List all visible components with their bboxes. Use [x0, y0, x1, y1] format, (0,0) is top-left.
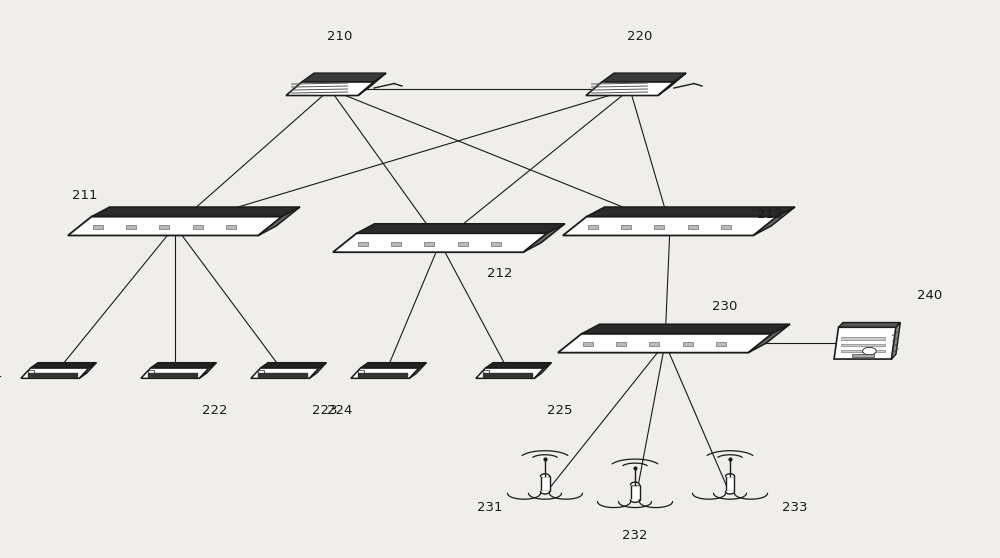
Polygon shape: [631, 482, 640, 485]
Bar: [841, 344, 885, 346]
Polygon shape: [361, 363, 426, 368]
Bar: [716, 342, 726, 347]
Text: 212: 212: [487, 267, 513, 280]
Text: 230: 230: [712, 300, 738, 314]
Polygon shape: [68, 217, 282, 235]
Polygon shape: [358, 73, 386, 95]
Bar: [126, 225, 136, 229]
Polygon shape: [838, 323, 900, 328]
Bar: [258, 371, 264, 373]
Bar: [424, 242, 434, 246]
Text: 240: 240: [917, 289, 943, 302]
Text: 225: 225: [547, 403, 573, 417]
Polygon shape: [582, 324, 790, 334]
Bar: [588, 225, 598, 229]
Text: 213: 213: [757, 208, 783, 222]
Polygon shape: [302, 73, 386, 82]
Polygon shape: [258, 207, 300, 235]
Polygon shape: [563, 217, 777, 235]
Text: 221: 221: [0, 367, 3, 381]
Polygon shape: [726, 474, 734, 477]
Polygon shape: [892, 323, 900, 359]
Polygon shape: [541, 477, 550, 492]
Polygon shape: [141, 368, 209, 378]
Bar: [159, 225, 169, 229]
Polygon shape: [333, 233, 547, 252]
Bar: [841, 350, 885, 353]
Polygon shape: [534, 363, 551, 378]
Polygon shape: [541, 474, 550, 477]
Bar: [649, 342, 659, 347]
Polygon shape: [409, 363, 426, 378]
Bar: [621, 225, 631, 229]
Polygon shape: [251, 368, 319, 378]
Polygon shape: [199, 363, 216, 378]
Polygon shape: [309, 363, 326, 378]
Bar: [721, 225, 731, 229]
Polygon shape: [261, 363, 326, 368]
Polygon shape: [587, 207, 795, 217]
Bar: [226, 225, 236, 229]
Bar: [458, 242, 468, 246]
Polygon shape: [726, 477, 734, 492]
Polygon shape: [486, 363, 551, 368]
Text: 231: 231: [477, 501, 503, 514]
Text: 232: 232: [622, 529, 648, 542]
Text: 223: 223: [312, 403, 338, 417]
Polygon shape: [726, 492, 734, 494]
Polygon shape: [351, 368, 419, 378]
Bar: [358, 242, 368, 246]
Polygon shape: [753, 207, 795, 235]
Polygon shape: [476, 368, 544, 378]
Bar: [616, 342, 626, 347]
Polygon shape: [523, 224, 565, 252]
Bar: [93, 225, 103, 229]
Bar: [148, 371, 154, 373]
Polygon shape: [357, 224, 565, 233]
Polygon shape: [586, 82, 674, 95]
Bar: [683, 342, 693, 347]
Polygon shape: [541, 492, 550, 494]
Text: 211: 211: [72, 189, 98, 202]
Bar: [688, 225, 698, 229]
Bar: [491, 242, 501, 246]
Polygon shape: [21, 368, 89, 378]
Polygon shape: [286, 82, 374, 95]
Polygon shape: [834, 328, 896, 359]
Bar: [391, 242, 401, 246]
Polygon shape: [631, 500, 640, 502]
Polygon shape: [31, 363, 96, 368]
Bar: [483, 371, 489, 373]
Polygon shape: [658, 73, 686, 95]
Polygon shape: [92, 207, 300, 217]
Polygon shape: [558, 334, 772, 353]
Polygon shape: [748, 324, 790, 353]
Bar: [358, 371, 364, 373]
Text: 233: 233: [782, 501, 808, 514]
Bar: [654, 225, 664, 229]
Text: 222: 222: [202, 403, 228, 417]
Polygon shape: [151, 363, 216, 368]
Text: 210: 210: [327, 30, 353, 43]
Bar: [193, 225, 203, 229]
Bar: [852, 354, 874, 357]
Polygon shape: [79, 363, 96, 378]
Text: 220: 220: [627, 30, 653, 43]
Circle shape: [863, 347, 876, 355]
Bar: [28, 371, 34, 373]
Polygon shape: [602, 73, 686, 82]
Text: 224: 224: [327, 403, 353, 417]
Bar: [583, 342, 593, 347]
Polygon shape: [631, 485, 640, 500]
Bar: [841, 338, 885, 340]
